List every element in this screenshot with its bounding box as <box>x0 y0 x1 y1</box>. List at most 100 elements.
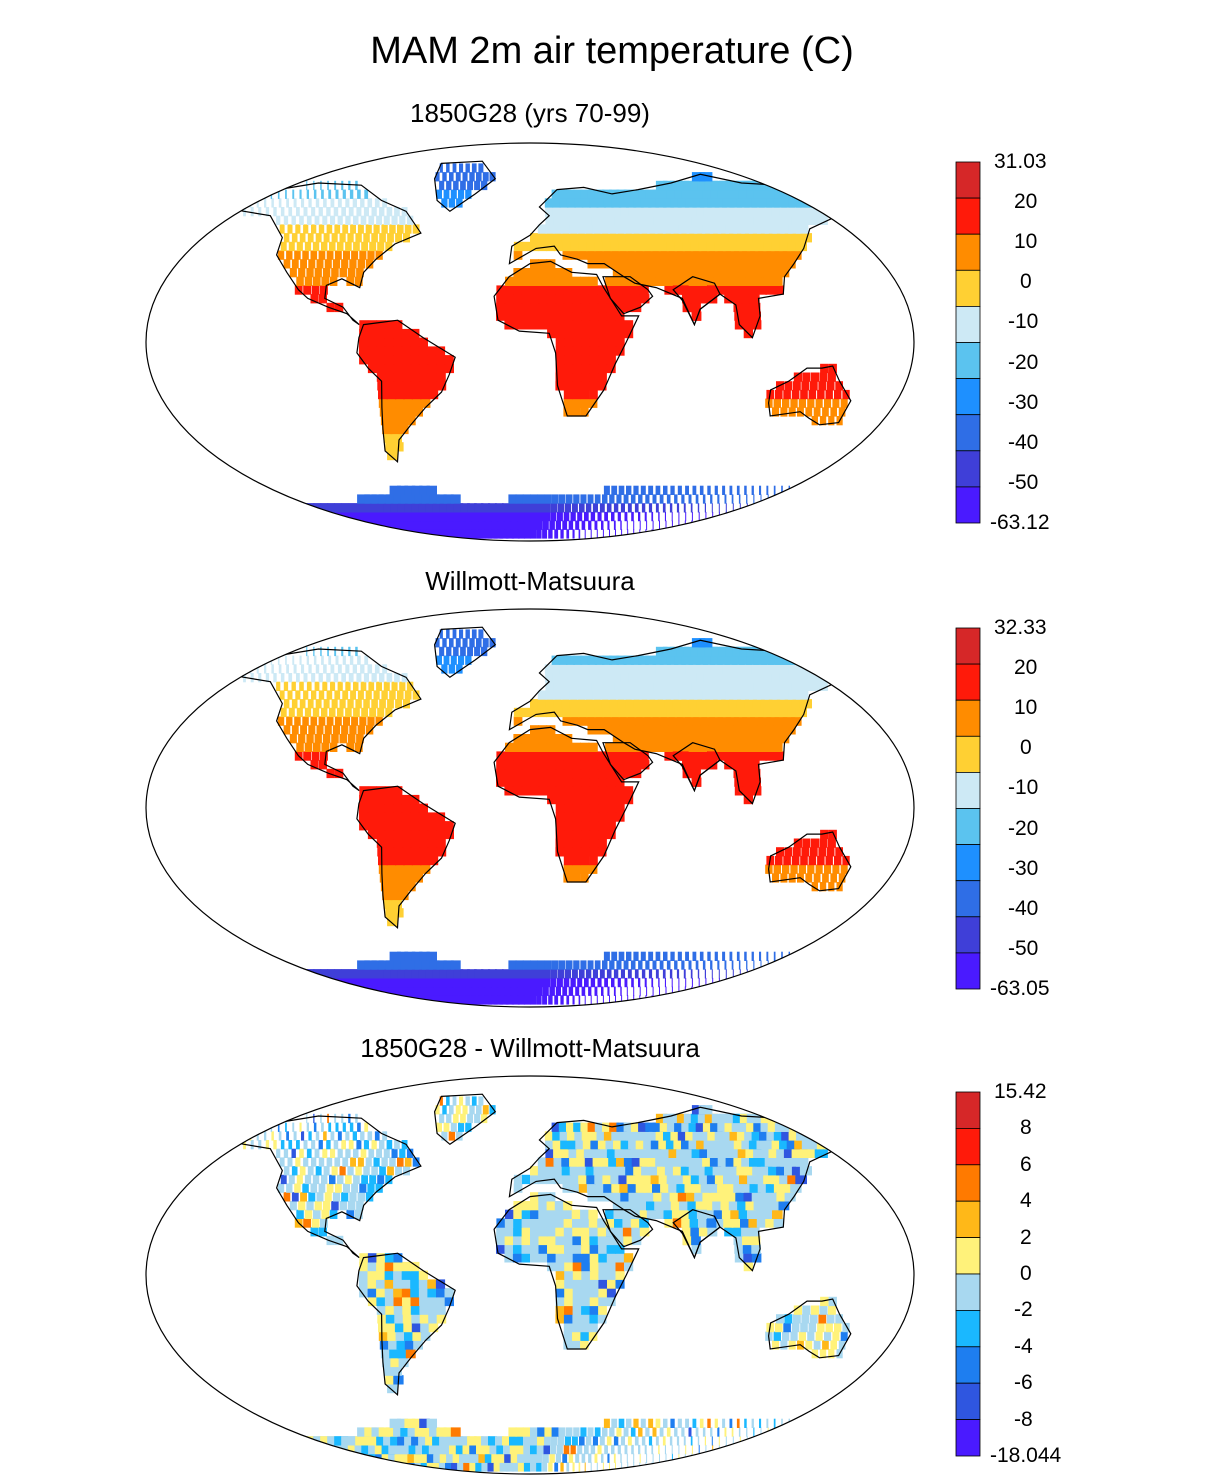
grid-cell <box>572 1253 582 1263</box>
grid-cell <box>239 520 264 530</box>
grid-cell <box>648 485 654 495</box>
grid-cell <box>772 1157 785 1167</box>
grid-cell <box>401 346 411 356</box>
grid-cell <box>388 1340 398 1350</box>
grid-cell <box>691 638 706 648</box>
grid-cell <box>704 1436 706 1446</box>
grid-cell <box>772 1462 774 1472</box>
grid-cell <box>348 1140 354 1150</box>
grid-cell <box>314 215 320 225</box>
grid-cell <box>323 1462 349 1472</box>
grid-cell <box>727 1192 738 1202</box>
grid-cell <box>523 1462 531 1472</box>
grid-cell <box>779 1174 791 1185</box>
grid-cell <box>465 986 476 996</box>
grid-cell <box>272 1453 294 1463</box>
grid-cell <box>641 1166 652 1176</box>
grid-cell <box>278 1436 295 1446</box>
grid-cell <box>281 995 311 1005</box>
grid-cell <box>774 1436 776 1446</box>
grid-cell <box>634 1436 639 1446</box>
grid-cell <box>554 1201 564 1211</box>
grid-cell <box>712 995 714 1005</box>
grid-cell <box>733 302 744 313</box>
grid-cell <box>700 1183 712 1193</box>
grid-cell <box>707 951 711 961</box>
grid-cell <box>397 224 404 234</box>
grid-cell <box>634 503 639 513</box>
grid-cell <box>308 664 312 674</box>
grid-cell <box>736 1462 738 1472</box>
grid-cell <box>436 189 442 199</box>
grid-cell <box>842 1322 850 1333</box>
grid-cell <box>513 760 523 770</box>
grid-cell <box>706 751 717 761</box>
grid-cell <box>753 681 766 691</box>
colorbar-label: -4 <box>1014 1334 1033 1358</box>
grid-cell <box>537 1166 547 1176</box>
grid-cell <box>696 276 707 286</box>
grid-cell <box>538 1192 548 1202</box>
grid-cell <box>747 707 759 718</box>
grid-cell <box>825 389 833 400</box>
grid-cell <box>393 363 403 374</box>
grid-cell <box>393 812 403 822</box>
grid-cell <box>327 1113 329 1124</box>
grid-cell <box>446 163 450 173</box>
grid-cell <box>332 1192 341 1202</box>
grid-cell <box>747 241 759 252</box>
grid-cell <box>572 1218 582 1228</box>
grid-cell <box>813 977 815 988</box>
grid-cell <box>371 1427 384 1437</box>
grid-cell <box>351 1183 359 1193</box>
grid-cell <box>286 1183 293 1193</box>
colorbar-swatch <box>955 1419 981 1457</box>
grid-cell <box>389 690 396 700</box>
grid-cell <box>578 716 589 726</box>
grid-cell <box>698 707 710 718</box>
grid-cell <box>236 969 254 979</box>
grid-cell <box>669 1462 671 1472</box>
grid-cell <box>545 1148 555 1158</box>
grid-cell <box>584 690 595 700</box>
grid-cell <box>481 646 488 657</box>
grid-cell <box>280 1140 285 1150</box>
grid-cell <box>763 1209 775 1219</box>
grid-cell <box>657 995 659 1005</box>
grid-cell <box>393 821 403 831</box>
grid-cell <box>425 969 437 979</box>
grid-cell <box>703 734 715 744</box>
grid-cell <box>679 1201 690 1211</box>
colorbar-swatch <box>955 161 981 199</box>
grid-cell <box>654 268 665 278</box>
grid-cell <box>296 1209 304 1219</box>
grid-cell <box>371 673 377 683</box>
grid-cell <box>847 494 848 504</box>
grid-cell <box>341 1140 346 1150</box>
grid-cell <box>752 699 764 709</box>
grid-cell <box>687 529 689 539</box>
grid-cell <box>815 1331 823 1341</box>
grid-cell <box>699 1131 712 1141</box>
grid-cell <box>776 215 789 225</box>
grid-cell <box>623 786 634 796</box>
grid-cell <box>653 259 664 269</box>
grid-cell <box>766 1462 768 1472</box>
grid-cell <box>412 224 420 234</box>
grid-cell <box>345 707 352 718</box>
grid-cell <box>691 977 693 988</box>
grid-cell <box>820 977 822 988</box>
grid-cell <box>714 485 718 495</box>
grid-cell <box>265 520 288 530</box>
grid-cell <box>560 673 570 683</box>
grid-cell <box>384 995 404 1005</box>
grid-cell <box>749 520 751 530</box>
grid-cell <box>516 1436 524 1446</box>
grid-cell <box>613 1453 616 1463</box>
grid-cell <box>770 1201 781 1211</box>
grid-cell <box>810 960 812 970</box>
grid-cell <box>530 1244 540 1254</box>
grid-cell <box>418 1279 428 1289</box>
grid-cell <box>384 529 404 539</box>
grid-cell <box>522 1174 531 1185</box>
